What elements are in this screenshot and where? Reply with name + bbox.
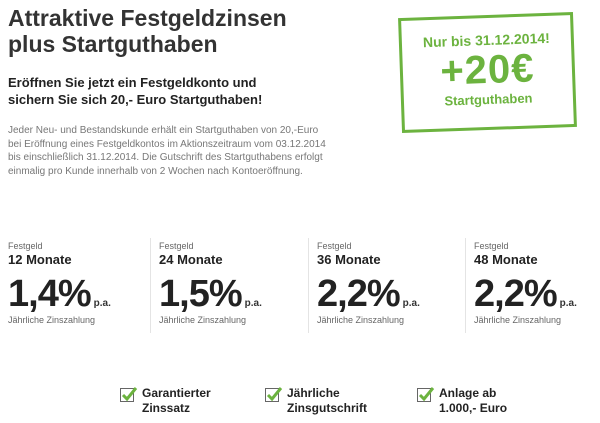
rate-term: 12 Monate <box>8 252 72 267</box>
rate-pa: p.a. <box>93 298 111 309</box>
badge-amount: +20€ <box>439 46 536 94</box>
rate-type: Festgeld <box>474 241 509 251</box>
offer-description-line: einmalig pro Kunde innerhalb von 2 Woche… <box>8 165 303 177</box>
offer-subheading-line-2: sichern Sie sich 20,- Euro Startguthaben… <box>8 92 263 107</box>
offer-subheading: Eröffnen Sie jetzt ein Festgeldkonto und… <box>8 74 388 108</box>
rates-row: Festgeld 12 Monate 1,4% p.a. Jährliche Zi… <box>0 238 600 338</box>
badge-label: Startguthaben <box>444 90 533 109</box>
feature-label: Garantierter <box>142 386 211 400</box>
rate-note: Jährliche Zinszahlung <box>8 315 96 325</box>
rate-value: 2,2% <box>317 273 401 315</box>
rate-value: 1,5% <box>159 273 243 315</box>
page-title: Attraktive Festgeldzinsen plus Startguth… <box>8 5 388 57</box>
rate-note: Jährliche Zinszahlung <box>317 315 405 325</box>
checkbox-checked-icon <box>265 387 283 402</box>
feature-label: Jährliche <box>287 386 340 400</box>
rate-term: 48 Monate <box>474 252 538 267</box>
rate-type: Festgeld <box>317 241 352 251</box>
feature-minimum-deposit: Anlage ab 1.000,- Euro <box>417 386 567 420</box>
offer-description-line: Jeder Neu- und Bestandskunde erhält ein … <box>8 125 319 136</box>
feature-guaranteed-rate: Garantierter Zinssatz <box>120 386 270 420</box>
rate-value: 2,2% <box>474 273 558 315</box>
feature-label: Zinssatz <box>142 401 191 415</box>
rate-pa: p.a. <box>402 298 420 309</box>
rate-card-48: Festgeld 48 Monate 2,2% p.a. Jährliche Zi… <box>465 238 600 333</box>
rate-note: Jährliche Zinszahlung <box>159 315 247 325</box>
rate-pa: p.a. <box>559 298 577 309</box>
page-title-line-2: plus Startguthaben <box>8 31 218 57</box>
rate-term: 24 Monate <box>159 252 223 267</box>
rate-type: Festgeld <box>8 241 43 251</box>
rate-note: Jährliche Zinszahlung <box>474 315 562 325</box>
feature-annual-interest: Jährliche Zinsgutschrift <box>265 386 415 420</box>
rate-pa: p.a. <box>244 298 262 309</box>
features-row: Garantierter Zinssatz Jährliche Zinsguts… <box>0 386 600 422</box>
offer-description: Jeder Neu- und Bestandskunde erhält ein … <box>8 124 368 178</box>
page-title-line-1: Attraktive Festgeldzinsen <box>8 5 287 31</box>
rate-term: 36 Monate <box>317 252 381 267</box>
feature-label: 1.000,- Euro <box>439 401 508 415</box>
rate-type: Festgeld <box>159 241 194 251</box>
offer-description-line: bei Eröffnung eines Festgeldkontos im Ak… <box>8 138 326 150</box>
rate-card-36: Festgeld 36 Monate 2,2% p.a. Jährliche Zi… <box>308 238 458 333</box>
start-credit-badge: Nur bis 31.12.2014! +20€ Startguthaben <box>398 11 577 134</box>
rate-card-24: Festgeld 24 Monate 1,5% p.a. Jährliche Zi… <box>150 238 300 333</box>
feature-label: Anlage ab <box>439 386 497 400</box>
offer-subheading-line-1: Eröffnen Sie jetzt ein Festgeldkonto und <box>8 75 257 90</box>
checkbox-checked-icon <box>120 387 138 402</box>
rate-card-12: Festgeld 12 Monate 1,4% p.a. Jährliche Zi… <box>0 238 150 333</box>
checkbox-checked-icon <box>417 387 435 402</box>
offer-description-line: bis einschließlich 31.12.2014. Die Gutsc… <box>8 152 323 164</box>
feature-label: Zinsgutschrift <box>287 401 367 415</box>
rate-value: 1,4% <box>8 273 92 315</box>
